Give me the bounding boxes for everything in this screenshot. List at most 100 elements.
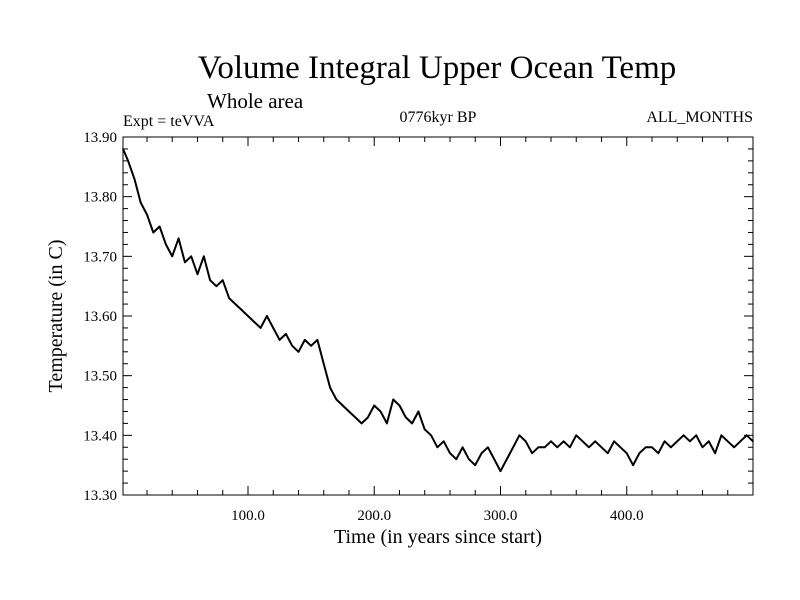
data-point <box>745 434 748 437</box>
data-point <box>215 285 218 287</box>
data-point <box>537 446 540 449</box>
data-point <box>442 440 445 443</box>
data-point <box>398 404 401 407</box>
x-tick-label: 100.0 <box>231 508 265 524</box>
data-point <box>670 446 672 449</box>
data-point <box>423 428 426 431</box>
data-point <box>701 446 704 449</box>
chart-title: Volume Integral Upper Ocean Temp <box>198 50 676 86</box>
plot-frame <box>122 136 754 496</box>
data-point <box>316 339 319 341</box>
data-point <box>644 446 647 449</box>
data-point <box>272 327 275 329</box>
data-point <box>499 470 502 472</box>
data-point <box>733 446 735 449</box>
data-point <box>682 434 685 437</box>
x-axis-ticks: 100.0 200.0 300.0 400.0 <box>146 137 729 524</box>
data-point <box>278 339 281 341</box>
data-point <box>417 410 420 413</box>
data-point <box>506 458 508 461</box>
data-point <box>177 237 180 240</box>
data-point <box>240 309 243 311</box>
data-point <box>322 362 325 365</box>
data-point <box>158 225 161 228</box>
data-point <box>474 464 477 466</box>
data-point <box>613 440 615 443</box>
data-point <box>556 446 559 449</box>
data-point <box>392 398 394 401</box>
data-point <box>531 452 533 455</box>
data-point <box>127 160 129 162</box>
data-point <box>543 446 546 449</box>
data-point <box>575 434 578 437</box>
data-point <box>348 410 350 413</box>
data-point <box>165 243 167 246</box>
data-point <box>203 255 205 258</box>
data-point <box>152 231 155 234</box>
data-point <box>569 446 571 449</box>
data-point <box>752 440 754 443</box>
y-axis-label: Temperature (in C) <box>45 240 67 393</box>
data-point <box>291 345 293 347</box>
chart-subtitle: Whole area <box>207 89 304 113</box>
data-point <box>335 398 338 401</box>
data-point <box>550 440 552 443</box>
y-tick-label: 13.30 <box>83 488 117 504</box>
data-point <box>122 148 124 150</box>
x-axis-label: Time (in years since start) <box>334 526 542 548</box>
y-axis-ticks: 13.30 13.40 13.50 13.60 13.70 13.80 13.90 <box>83 130 753 504</box>
data-point <box>228 297 230 299</box>
data-point <box>695 434 697 437</box>
data-point <box>461 446 464 449</box>
data-point <box>196 273 199 276</box>
data-point <box>493 458 495 461</box>
data-point <box>310 345 312 347</box>
data-point <box>221 279 224 282</box>
data-point <box>455 458 458 461</box>
data-point <box>190 255 192 258</box>
data-point <box>436 446 439 449</box>
data-point <box>209 279 211 282</box>
data-point <box>449 452 451 455</box>
data-point <box>600 446 603 449</box>
months-label: ALL_MONTHS <box>646 109 753 126</box>
data-point <box>607 452 609 455</box>
data-point <box>468 458 470 461</box>
y-tick-label: 13.40 <box>83 428 117 444</box>
data-point <box>562 440 565 443</box>
data-point <box>329 386 331 389</box>
data-point <box>341 404 344 407</box>
experiment-label: Expt = teVVA <box>123 113 215 130</box>
data-point <box>133 177 136 180</box>
data-point <box>663 440 666 443</box>
data-point <box>625 452 628 455</box>
data-point <box>726 440 729 443</box>
data-point <box>638 452 641 455</box>
data-point <box>405 416 407 419</box>
y-tick-label: 13.90 <box>83 130 117 146</box>
data-point <box>480 452 483 455</box>
data-point <box>266 315 268 317</box>
data-point <box>379 410 382 413</box>
data-point <box>234 303 237 305</box>
data-point <box>304 339 306 341</box>
data-point <box>657 452 660 455</box>
data-point <box>367 416 369 419</box>
data-point <box>297 351 300 353</box>
data-point <box>720 434 723 437</box>
y-tick-label: 13.60 <box>83 309 117 325</box>
data-point <box>581 440 584 443</box>
data-point <box>247 315 249 317</box>
data-point <box>518 434 521 437</box>
x-tick-label: 300.0 <box>484 508 518 524</box>
data-point <box>411 422 413 425</box>
y-tick-label: 13.50 <box>83 369 117 385</box>
data-point <box>676 440 679 443</box>
data-point <box>146 213 148 216</box>
data-point <box>524 440 527 443</box>
data-point <box>594 440 596 443</box>
x-tick-label: 200.0 <box>357 508 391 524</box>
data-point <box>139 201 142 204</box>
data-point <box>632 464 634 466</box>
